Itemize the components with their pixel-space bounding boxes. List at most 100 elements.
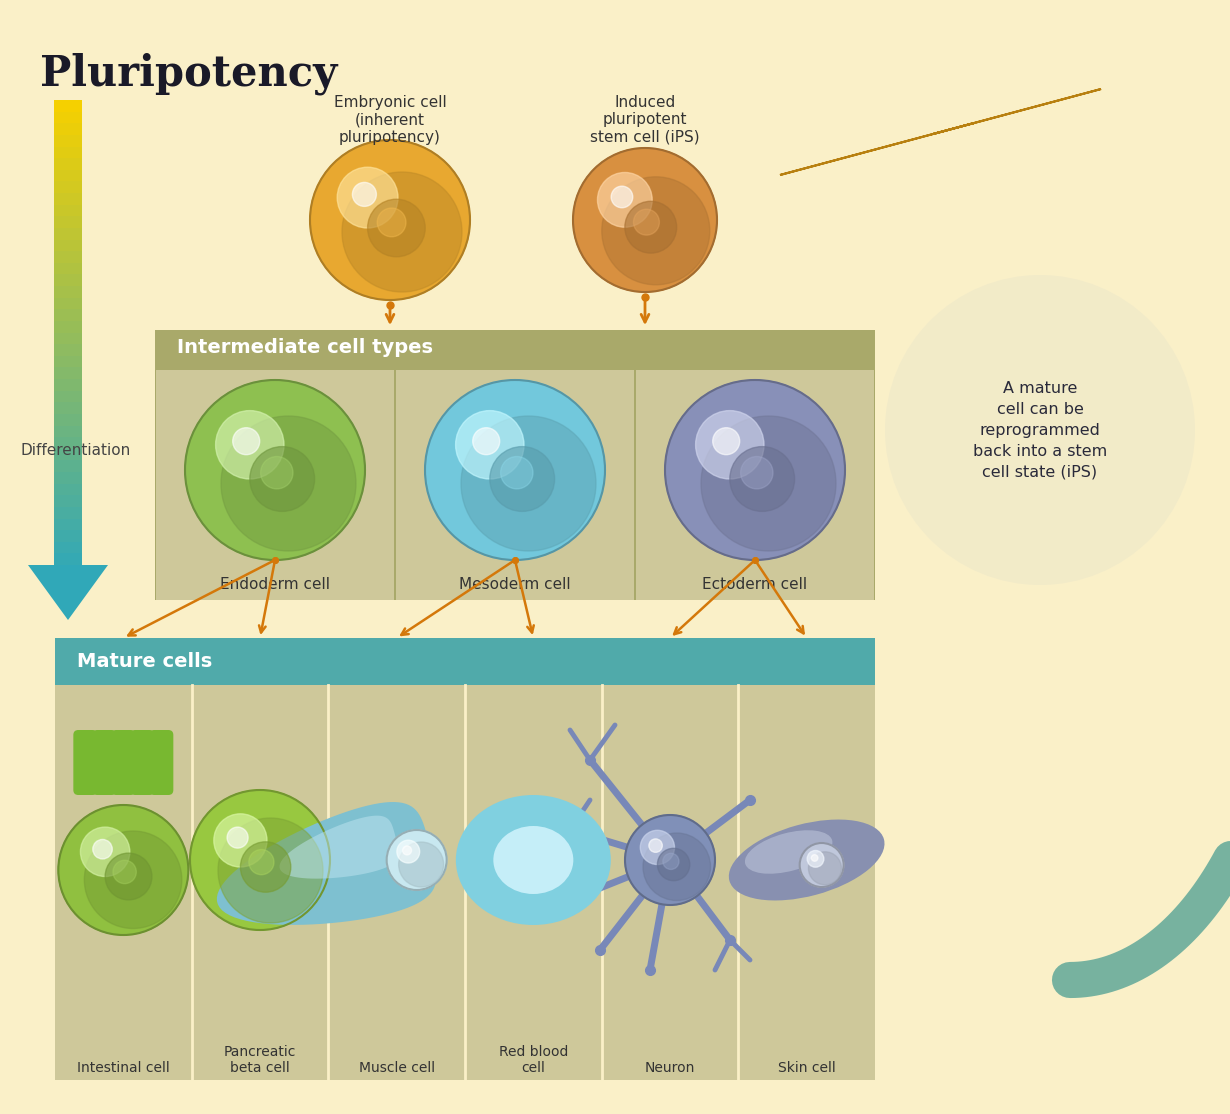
Bar [54,240,82,251]
Bar [54,321,82,332]
Text: Intestinal cell: Intestinal cell [77,1061,170,1075]
Circle shape [353,183,376,206]
Bar [54,216,82,228]
Bar [54,437,82,449]
Bar [54,507,82,518]
Circle shape [397,840,419,863]
Ellipse shape [729,820,884,900]
Circle shape [113,860,137,883]
Circle shape [250,447,315,511]
Text: Embryonic cell
(inherent
pluripotency): Embryonic cell (inherent pluripotency) [333,95,446,145]
Ellipse shape [493,825,573,895]
Bar [54,297,82,310]
FancyBboxPatch shape [636,370,875,600]
Ellipse shape [456,795,611,925]
Text: Pluripotency: Pluripotency [41,52,337,95]
Bar [54,182,82,193]
Circle shape [740,457,772,489]
Bar [54,402,82,414]
Text: Differentiation: Differentiation [20,442,130,458]
Circle shape [248,850,274,874]
Bar [54,530,82,541]
Circle shape [696,411,764,479]
FancyBboxPatch shape [74,730,97,795]
Bar [54,391,82,402]
Circle shape [214,814,267,867]
Circle shape [310,140,470,300]
Bar [54,310,82,321]
Bar [54,355,82,368]
Circle shape [641,830,674,864]
Circle shape [812,854,818,861]
Ellipse shape [745,830,833,873]
Bar [54,263,82,274]
Circle shape [184,380,365,560]
Circle shape [601,177,710,285]
Bar [54,286,82,297]
Bar [54,228,82,240]
Text: Induced
pluripotent
stem cell (iPS): Induced pluripotent stem cell (iPS) [590,95,700,145]
Bar [54,518,82,530]
Circle shape [228,827,248,848]
Bar [54,414,82,426]
Circle shape [80,827,130,877]
Text: Ectoderm cell: Ectoderm cell [702,577,808,592]
Bar [54,205,82,216]
Circle shape [368,199,426,257]
Bar [54,379,82,391]
Bar [54,541,82,554]
Bar [54,111,82,124]
Circle shape [240,842,290,892]
Text: Pancreatic
beta cell: Pancreatic beta cell [224,1045,296,1075]
Bar [54,158,82,169]
Bar [54,368,82,379]
Circle shape [426,380,605,560]
Circle shape [490,447,555,511]
Circle shape [378,208,406,237]
Circle shape [402,846,412,854]
Text: Neuron: Neuron [645,1061,695,1075]
Circle shape [386,830,446,890]
Text: Intermediate cell types: Intermediate cell types [177,338,433,356]
Bar [54,135,82,147]
Text: Mature cells: Mature cells [77,652,213,671]
Circle shape [663,853,679,869]
Polygon shape [216,802,437,925]
Circle shape [712,428,739,455]
Bar [54,251,82,263]
Circle shape [625,815,715,905]
FancyBboxPatch shape [55,638,875,685]
Circle shape [261,457,293,489]
Bar [54,332,82,344]
Circle shape [105,853,153,900]
Bar [54,496,82,507]
Circle shape [218,818,323,924]
Circle shape [232,428,260,455]
Circle shape [807,850,824,867]
Circle shape [337,167,399,228]
FancyBboxPatch shape [156,370,394,600]
Bar [54,472,82,483]
Polygon shape [780,89,1101,175]
Circle shape [85,831,182,928]
Circle shape [729,447,795,511]
FancyBboxPatch shape [130,730,154,795]
Text: Mesoderm cell: Mesoderm cell [459,577,571,592]
Circle shape [643,833,711,900]
Circle shape [461,416,597,551]
FancyBboxPatch shape [92,730,117,795]
Circle shape [886,275,1196,585]
Circle shape [808,852,841,885]
Circle shape [472,428,499,455]
Circle shape [342,172,462,292]
Text: Skin cell: Skin cell [777,1061,835,1075]
Bar [54,460,82,472]
FancyBboxPatch shape [112,730,135,795]
Bar [54,193,82,205]
Bar [54,554,82,565]
Circle shape [598,173,652,227]
FancyBboxPatch shape [396,370,633,600]
Bar [54,274,82,286]
Circle shape [58,805,188,935]
Polygon shape [279,815,399,879]
